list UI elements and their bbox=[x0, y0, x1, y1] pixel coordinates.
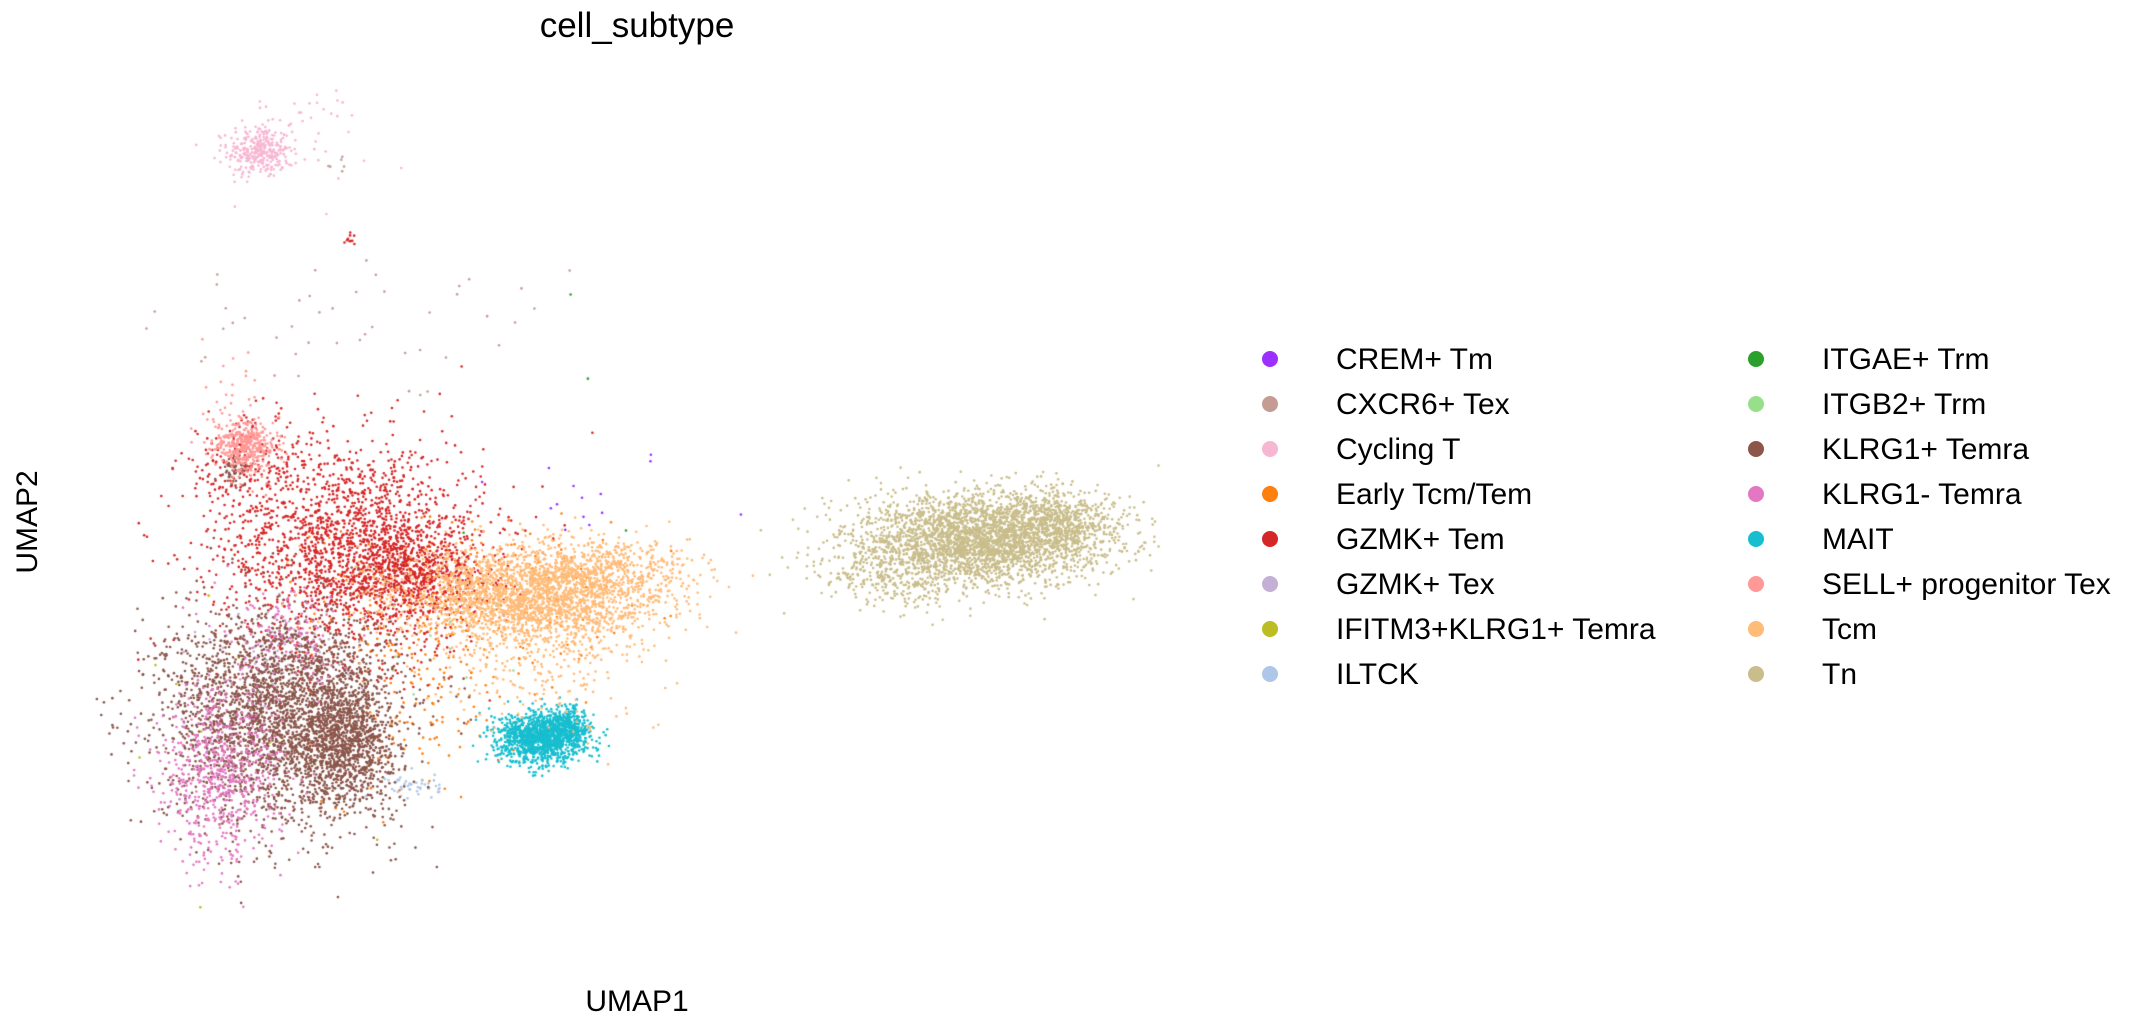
legend-label: MAIT bbox=[1822, 523, 1894, 556]
legend-label: GZMK+ Tex bbox=[1336, 568, 1495, 601]
legend-label: ITGAE+ Trm bbox=[1822, 343, 1990, 376]
legend-marker bbox=[1748, 486, 1764, 502]
legend-label: GZMK+ Tem bbox=[1336, 523, 1505, 556]
legend-marker bbox=[1748, 396, 1764, 412]
legend-marker bbox=[1748, 351, 1764, 367]
x-axis-label: UMAP1 bbox=[585, 985, 689, 1018]
legend-marker bbox=[1262, 576, 1278, 592]
legend-label: ITGB2+ Trm bbox=[1822, 388, 1987, 421]
legend-label: ILTCK bbox=[1336, 658, 1419, 691]
legend-label: IFITM3+KLRG1+ Temra bbox=[1336, 613, 1656, 646]
legend-label: Tcm bbox=[1822, 613, 1877, 646]
legend-marker bbox=[1262, 531, 1278, 547]
legend-marker bbox=[1262, 396, 1278, 412]
legend-marker bbox=[1262, 621, 1278, 637]
chart-title: cell_subtype bbox=[539, 6, 735, 45]
legend-label: Tn bbox=[1822, 658, 1858, 691]
legend-marker bbox=[1262, 666, 1278, 682]
legend-label: Cycling T bbox=[1336, 433, 1461, 466]
legend-label: CREM+ Tm bbox=[1336, 343, 1493, 376]
legend-marker bbox=[1748, 441, 1764, 457]
scatter-plot-area bbox=[95, 85, 1180, 945]
legend-marker bbox=[1262, 441, 1278, 457]
legend-marker bbox=[1262, 351, 1278, 367]
legend-label: Early Tcm/Tem bbox=[1336, 478, 1533, 511]
legend-label: SELL+ progenitor Tex bbox=[1822, 568, 2111, 601]
legend-marker bbox=[1748, 666, 1764, 682]
legend-marker bbox=[1748, 576, 1764, 592]
y-axis-label: UMAP2 bbox=[11, 470, 44, 574]
legend: CREM+ Tm CXCR6+ Tex Cycling T Early Tcm/Tem… bbox=[1262, 340, 2132, 700]
legend-marker bbox=[1262, 486, 1278, 502]
legend-marker bbox=[1748, 621, 1764, 637]
legend-label: KLRG1+ Temra bbox=[1822, 433, 2030, 466]
legend-marker bbox=[1748, 531, 1764, 547]
legend-label: CXCR6+ Tex bbox=[1336, 388, 1510, 421]
legend-label: KLRG1- Temra bbox=[1822, 478, 2022, 511]
